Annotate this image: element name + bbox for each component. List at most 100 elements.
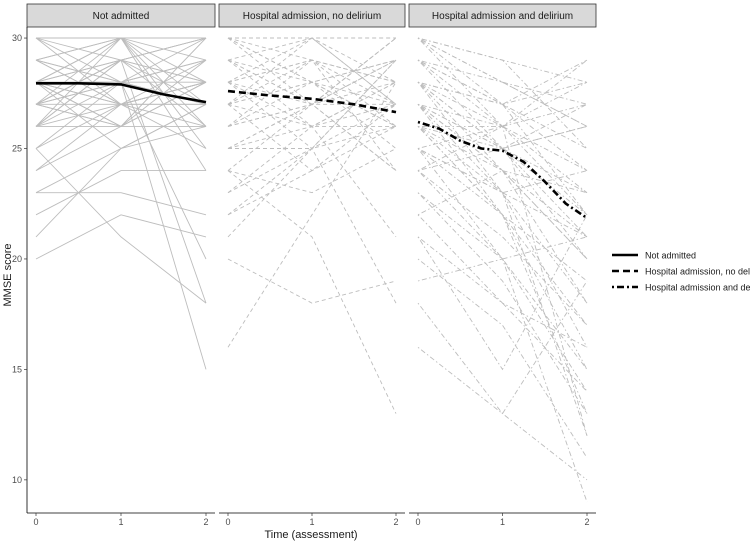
- x-tick-label: 0: [33, 517, 38, 527]
- individual-trajectory: [227, 37, 396, 61]
- facet-strip: [218, 3, 406, 28]
- facet-panel: Hospital admission and delirium 0 1 2: [408, 3, 597, 527]
- individual-trajectory: [417, 280, 588, 415]
- x-tick-label: 0: [225, 517, 230, 527]
- individual-trajectory: [417, 214, 588, 348]
- individual-trajectory: [227, 37, 397, 83]
- y-axis-title: MMSE score: [2, 244, 14, 307]
- facet-strip-label: Hospital admission, no delirium: [243, 11, 381, 22]
- individual-lines: [417, 37, 588, 503]
- individual-trajectory: [35, 37, 207, 149]
- x-tick-label: 1: [118, 517, 123, 527]
- x-tick-label: 1: [500, 517, 505, 527]
- individual-trajectory: [35, 59, 207, 127]
- facet-panel: Not admitted 0 1 2: [26, 3, 216, 527]
- individual-trajectory: [35, 81, 207, 370]
- y-tick-label: 10: [12, 475, 22, 485]
- individual-trajectory: [417, 81, 588, 238]
- individual-trajectory: [36, 192, 207, 216]
- x-tick-label: 0: [415, 517, 420, 527]
- individual-trajectory: [417, 81, 588, 171]
- individual-trajectory: [35, 59, 207, 127]
- mean-trend-line: [227, 89, 397, 114]
- individual-trajectory: [227, 147, 397, 304]
- individual-trajectory: [417, 148, 588, 370]
- individual-trajectory: [417, 148, 588, 414]
- individual-trajectory: [35, 59, 207, 83]
- y-axis: 10 15 20 25 30: [12, 27, 28, 513]
- facet-strip: [408, 3, 597, 28]
- individual-trajectory: [417, 59, 588, 194]
- individual-trajectory: [35, 148, 207, 304]
- individual-trajectory: [417, 258, 588, 392]
- individual-trajectory: [417, 59, 588, 105]
- individual-trajectory: [417, 59, 588, 260]
- individual-trajectory: [417, 37, 588, 171]
- individual-trajectory: [227, 258, 397, 304]
- individual-trajectory: [417, 37, 588, 105]
- facet-strip-label: Not admitted: [93, 11, 150, 22]
- individual-trajectory: [36, 59, 207, 83]
- x-axis-title: Time (assessment): [264, 529, 357, 541]
- individual-trajectory: [417, 192, 588, 260]
- y-tick-label: 25: [12, 144, 22, 154]
- y-tick-label: 30: [12, 33, 22, 43]
- x-tick-label: 2: [393, 517, 398, 527]
- individual-trajectory: [227, 37, 397, 105]
- individual-trajectory: [227, 81, 397, 348]
- individual-trajectory: [35, 125, 207, 238]
- individual-trajectory: [35, 214, 207, 260]
- individual-trajectory: [35, 59, 207, 127]
- individual-trajectory: [417, 103, 588, 304]
- individual-trajectory: [227, 170, 397, 414]
- individual-trajectory: [35, 170, 206, 216]
- y-tick-label: 15: [12, 364, 22, 374]
- individual-trajectory: [417, 126, 588, 238]
- individual-trajectory: [417, 258, 588, 459]
- individual-trajectory: [417, 170, 588, 238]
- individual-trajectory: [417, 192, 588, 414]
- individual-trajectory: [35, 37, 207, 61]
- mean-trend-line: [417, 120, 588, 220]
- individual-trajectory: [35, 37, 206, 105]
- individual-trajectory: [417, 126, 588, 370]
- individual-trajectory: [417, 103, 588, 194]
- individual-trajectory: [35, 59, 207, 127]
- x-tick-label: 2: [584, 517, 589, 527]
- individual-trajectory: [227, 59, 397, 105]
- individual-trajectory: [417, 81, 588, 260]
- x-tick-label: 1: [309, 517, 314, 527]
- individual-trajectory: [227, 103, 397, 216]
- individual-trajectory: [227, 125, 397, 194]
- individual-trajectory: [417, 81, 588, 105]
- legend-label: Hospital admission, no delirium: [645, 267, 750, 277]
- individual-trajectory: [417, 103, 588, 304]
- individual-trajectory: [417, 236, 588, 392]
- legend-label: Hospital admission and delirium: [645, 283, 750, 293]
- legend-label: Not admitted: [645, 251, 696, 261]
- individual-trajectory: [227, 103, 397, 149]
- legend: Not admitted Hospital admission, no delir…: [612, 251, 750, 293]
- y-tick-label: 20: [12, 254, 22, 264]
- individual-trajectory: [227, 125, 397, 238]
- facet-panel: Hospital admission, no delirium 0 1 2: [218, 3, 406, 527]
- individual-trajectory: [417, 37, 588, 149]
- individual-trajectory: [35, 81, 207, 105]
- individual-lines: [35, 37, 207, 370]
- individual-trajectory: [36, 37, 207, 61]
- facet-strip-label: Hospital admission and delirium: [432, 11, 573, 22]
- x-tick-label: 2: [203, 517, 208, 527]
- individual-trajectory: [417, 170, 588, 326]
- individual-trajectory: [417, 148, 588, 194]
- individual-lines: [227, 37, 397, 414]
- individual-trajectory: [227, 103, 397, 216]
- individual-trajectory: [227, 37, 397, 127]
- individual-trajectory: [227, 59, 397, 171]
- mean-trend-line: [36, 82, 207, 104]
- individual-trajectory: [35, 37, 207, 105]
- individual-trajectory: [417, 81, 588, 216]
- individual-trajectory: [417, 103, 588, 149]
- individual-trajectory: [227, 81, 397, 149]
